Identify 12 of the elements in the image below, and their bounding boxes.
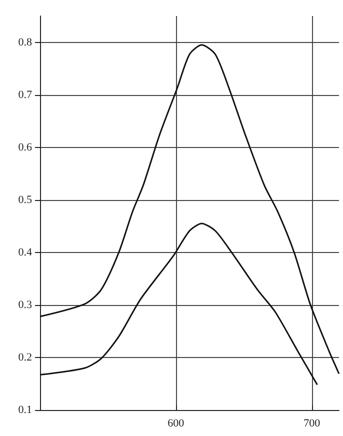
y-tick-label: 0.3 [18, 298, 32, 311]
y-tick-label: 0.6 [18, 141, 32, 154]
y-tick-label: 0.5 [18, 194, 32, 206]
y-tick-label: 0.7 [18, 88, 32, 101]
line-series [39, 44, 340, 374]
y-tick-label: 0.8 [18, 36, 32, 48]
y-tick-label: 0.2 [18, 351, 32, 364]
x-tick-label: 600 [168, 418, 185, 430]
line-series [39, 222, 318, 386]
y-tick-label: 0.4 [18, 246, 32, 258]
x-tick-label: 700 [304, 418, 321, 430]
y-tick-label: 0.1 [18, 404, 32, 416]
